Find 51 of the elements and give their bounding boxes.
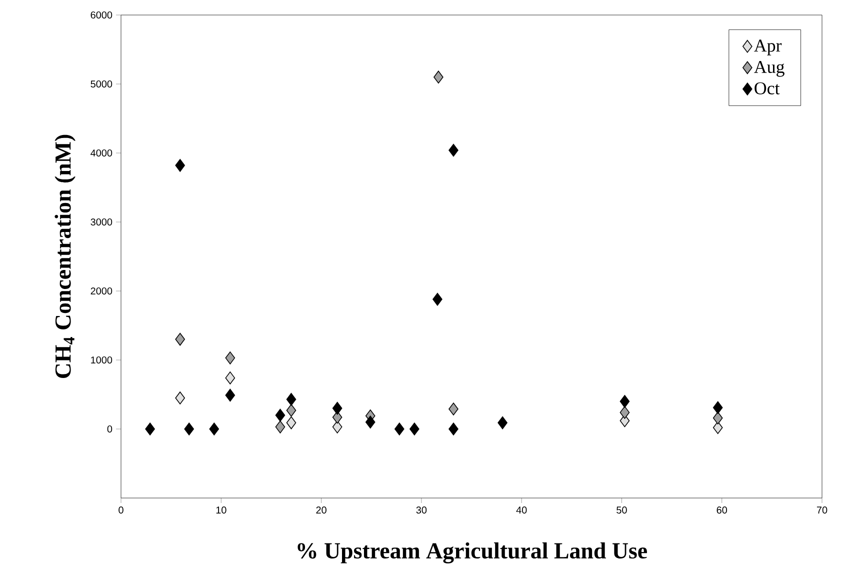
point	[332, 420, 342, 434]
x-axis-title: % Upstream Agricultural Land Use	[298, 542, 647, 564]
point	[498, 416, 508, 430]
x-tick-label: 60	[716, 506, 728, 514]
y-tick-label: 4000	[90, 149, 112, 157]
y-tick-label: 3000	[90, 218, 112, 226]
point	[620, 406, 630, 419]
point	[184, 422, 194, 436]
x-tick-label: 40	[516, 506, 527, 514]
y-tick-label: 5000	[90, 80, 112, 88]
x-tick-label: 30	[416, 506, 427, 514]
point	[286, 404, 296, 417]
x-tick-label: 0	[118, 506, 124, 514]
x-tick-label: 70	[816, 506, 828, 514]
y-tick-label: 2000	[90, 287, 112, 295]
y-tick-label: 0	[107, 425, 112, 433]
point	[175, 332, 185, 346]
legend-label: Oct	[754, 82, 780, 94]
y-tick-label: 1000	[91, 356, 112, 364]
x-tick-label: 50	[616, 506, 627, 514]
point	[225, 352, 236, 364]
point	[432, 292, 442, 306]
point	[332, 402, 342, 415]
point	[394, 422, 404, 436]
point	[448, 422, 458, 436]
legend-label: Aug	[754, 60, 784, 77]
point	[209, 422, 220, 436]
x-tick-label: 20	[316, 506, 326, 514]
point	[145, 422, 155, 436]
point	[365, 416, 376, 428]
point	[712, 421, 723, 434]
point	[175, 159, 185, 172]
point	[225, 372, 236, 384]
point	[175, 392, 185, 404]
point	[225, 388, 236, 402]
y-axis-title: CH$_{4}$ Concentration (nM)	[54, 134, 76, 378]
point	[712, 412, 723, 424]
point	[286, 392, 296, 406]
point	[275, 420, 286, 434]
point	[712, 401, 723, 414]
point	[332, 410, 342, 424]
point	[286, 416, 296, 430]
point	[410, 422, 420, 436]
point	[448, 402, 458, 416]
legend-label: Apr	[754, 40, 782, 56]
y-tick-label: 6000	[90, 11, 112, 19]
point	[448, 144, 458, 157]
point	[434, 70, 444, 84]
point	[275, 408, 286, 422]
point	[620, 395, 630, 408]
x-tick-label: 10	[216, 506, 226, 514]
